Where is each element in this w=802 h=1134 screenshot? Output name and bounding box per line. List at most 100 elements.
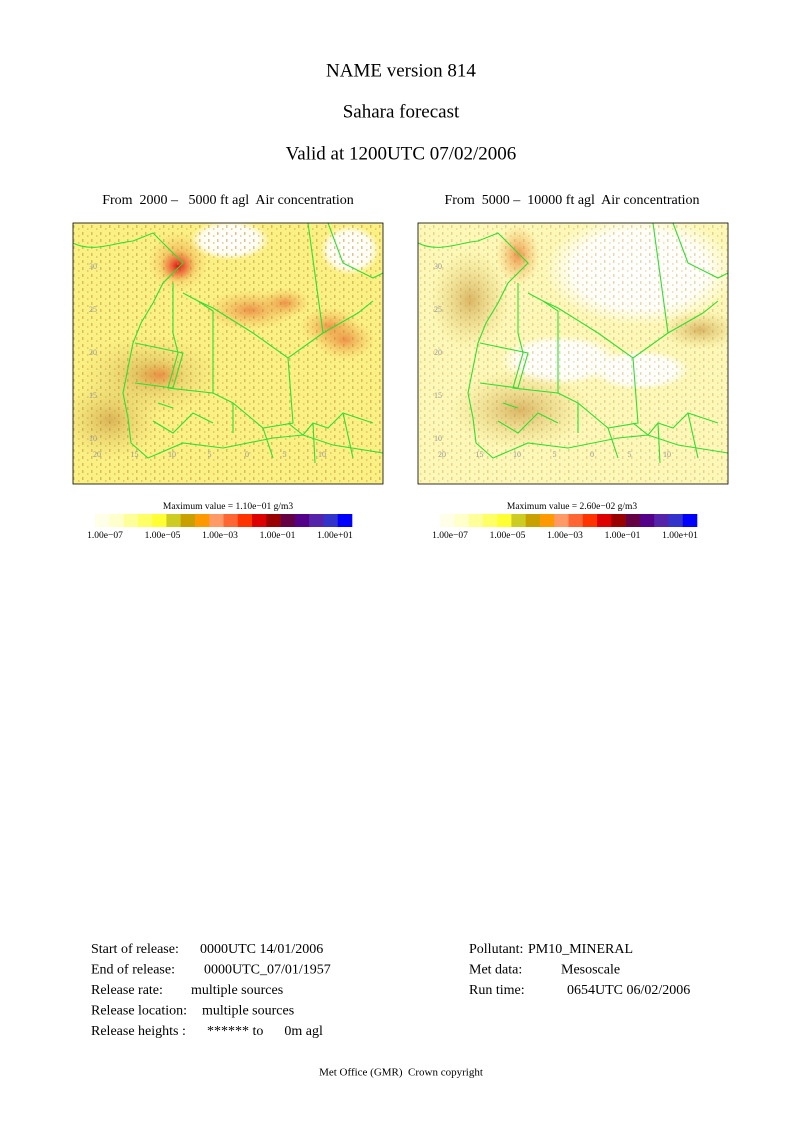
map: 30 25 20 15 10 20 15 10 5 0 5 10 <box>418 223 728 484</box>
lat-label: 25 <box>89 305 97 314</box>
met-label: Run time: <box>469 983 525 998</box>
lat-label: 20 <box>434 348 442 357</box>
colorbar-swatch <box>482 514 498 527</box>
release-value: 0000UTC 14/01/2006 <box>200 942 323 957</box>
release-label: Release location: <box>91 1004 187 1019</box>
colorbar-swatch <box>280 514 296 527</box>
colorbar-swatch <box>95 514 110 527</box>
valid-time: Valid at 1200UTC 07/02/2006 <box>286 143 517 164</box>
colorbar-swatch <box>654 514 669 527</box>
release-label: Release heights : <box>91 1024 186 1039</box>
colorbar-swatch <box>454 514 469 527</box>
max-value: Maximum value = 2.60e−02 g/m3 <box>507 502 637 512</box>
panel-title: From 5000 – 10000 ft agl Air concentrati… <box>444 193 699 208</box>
lon-label: 20 <box>93 450 101 459</box>
colorbar-swatch <box>625 514 641 527</box>
colorbar-swatch <box>582 514 598 527</box>
colorbar-swatch <box>539 514 555 527</box>
lat-label: 10 <box>89 434 97 443</box>
colorbar-swatch <box>554 514 569 527</box>
met-value: PM10_MINERAL <box>528 942 633 957</box>
colorbar-swatch <box>639 514 655 527</box>
lon-label: 15 <box>476 450 484 459</box>
colorbar-swatch <box>223 514 239 527</box>
lon-label: 0 <box>245 450 249 459</box>
lon-label: 5 <box>283 450 287 459</box>
colorbar-swatch <box>123 514 139 527</box>
lat-label: 15 <box>89 391 97 400</box>
colorbar-swatch <box>497 514 512 527</box>
colorbar-label: 1.00e−07 <box>432 531 468 541</box>
concentration-speckle <box>418 223 728 484</box>
map-panel: From 5000 – 10000 ft agl Air concentrati… <box>417 193 729 541</box>
colorbar-swatch <box>440 514 455 527</box>
colorbar-swatch <box>597 514 612 527</box>
release-value: 0000UTC_07/01/1957 <box>204 963 331 978</box>
colorbar-label: 1.00e−03 <box>547 531 583 541</box>
panel-title: From 2000 – 5000 ft agl Air concentratio… <box>102 193 354 208</box>
colorbar-swatch <box>194 514 210 527</box>
subtitle: Sahara forecast <box>343 101 460 122</box>
colorbar-label: 1.00e−05 <box>490 531 526 541</box>
map-frame <box>417 222 729 485</box>
met-label: Pollutant: <box>469 942 523 957</box>
lat-label: 10 <box>434 434 442 443</box>
lon-label: 5 <box>553 450 557 459</box>
map-frame <box>72 222 384 485</box>
colorbar-swatch <box>166 514 181 527</box>
colorbar-swatch <box>237 514 253 527</box>
lon-label: 10 <box>663 450 671 459</box>
colorbar-swatch <box>337 514 353 527</box>
colorbar-swatch <box>611 514 626 527</box>
map: 30 25 20 15 10 20 15 10 5 0 5 10 <box>73 223 383 484</box>
copyright: Met Office (GMR) Crown copyright <box>319 1067 483 1079</box>
lat-label: 30 <box>89 262 97 271</box>
met-value: Mesoscale <box>561 963 620 978</box>
met-label: Met data: <box>469 963 522 978</box>
colorbar-swatch <box>109 514 124 527</box>
colorbar-label: 1.00e−01 <box>605 531 641 541</box>
release-value: multiple sources <box>191 983 283 998</box>
colorbar-swatch <box>309 514 324 527</box>
title: NAME version 814 <box>326 60 476 81</box>
lon-label: 5 <box>208 450 212 459</box>
colorbar-label: 1.00e−01 <box>260 531 296 541</box>
release-label: End of release: <box>91 963 175 978</box>
release-label: Start of release: <box>91 942 179 957</box>
lon-label: 10 <box>168 450 176 459</box>
max-value: Maximum value = 1.10e−01 g/m3 <box>163 502 293 512</box>
lon-label: 0 <box>590 450 594 459</box>
colorbar-swatch <box>180 514 196 527</box>
lon-label: 20 <box>438 450 446 459</box>
colorbar-label: 1.00e+01 <box>662 531 698 541</box>
colorbar-swatch <box>568 514 584 527</box>
lat-label: 15 <box>434 391 442 400</box>
release-label: Release rate: <box>91 983 163 998</box>
met-value: 0654UTC 06/02/2006 <box>567 983 690 998</box>
colorbar-label: 1.00e−03 <box>202 531 238 541</box>
colorbar-swatch <box>682 514 698 527</box>
colorbar-swatch <box>294 514 310 527</box>
lon-label: 10 <box>318 450 326 459</box>
colorbar-swatch <box>668 514 684 527</box>
colorbar-swatch <box>511 514 526 527</box>
colorbar-label: 1.00e+01 <box>317 531 353 541</box>
colorbar-swatch <box>137 514 153 527</box>
lon-label: 10 <box>513 450 521 459</box>
lon-label: 15 <box>131 450 139 459</box>
concentration-speckle <box>73 223 383 484</box>
release-value: ****** to 0m agl <box>207 1024 323 1039</box>
colorbar-swatch <box>252 514 267 527</box>
colorbar-swatch <box>323 514 339 527</box>
map-panel: From 2000 – 5000 ft agl Air concentratio… <box>72 193 384 541</box>
colorbar-label: 1.00e−07 <box>87 531 123 541</box>
lat-label: 25 <box>434 305 442 314</box>
colorbar-swatch <box>266 514 281 527</box>
release-value: multiple sources <box>202 1004 294 1019</box>
lat-label: 20 <box>89 348 97 357</box>
colorbar-swatch <box>152 514 167 527</box>
lon-label: 5 <box>628 450 632 459</box>
colorbar-swatch <box>468 514 484 527</box>
colorbar-swatch <box>209 514 224 527</box>
